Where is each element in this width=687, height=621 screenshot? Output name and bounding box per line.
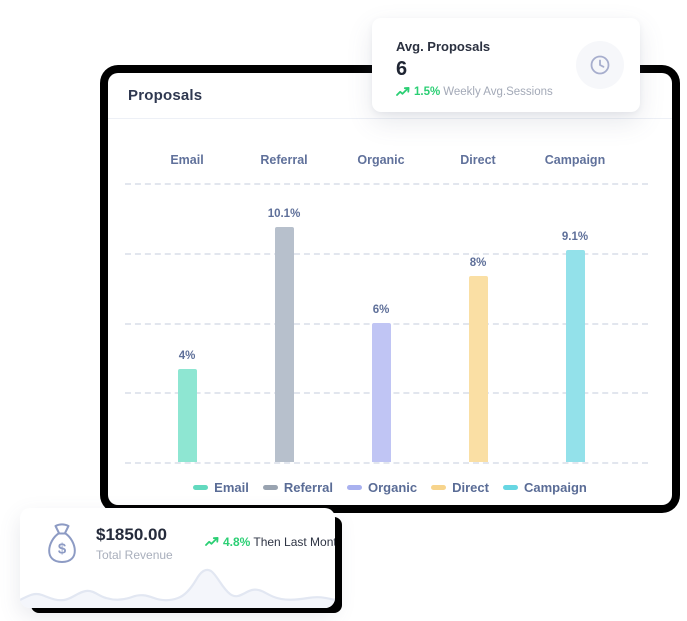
avg-proposals-trend-note: Weekly Avg.Sessions bbox=[443, 86, 553, 98]
legend-marker-email bbox=[193, 485, 209, 490]
bar-campaign[interactable] bbox=[565, 250, 585, 462]
bar-email[interactable] bbox=[177, 369, 197, 462]
bar-organic[interactable] bbox=[371, 322, 391, 462]
trend-up-icon bbox=[396, 87, 411, 97]
legend-item-direct[interactable]: Direct bbox=[431, 480, 489, 495]
category-label-referral: Referral bbox=[260, 153, 308, 167]
category-label-direct: Direct bbox=[460, 153, 496, 167]
bar-value-referral: 10.1% bbox=[267, 208, 301, 221]
total-revenue-card: $ $1850.00 Total Revenue 4.8% Then Last … bbox=[20, 508, 335, 608]
bar-referral[interactable] bbox=[274, 227, 294, 462]
avg-proposals-trend: 1.5% Weekly Avg.Sessions bbox=[396, 86, 553, 98]
revenue-label: Total Revenue bbox=[96, 548, 173, 562]
trend-up-icon bbox=[205, 537, 220, 547]
svg-text:$: $ bbox=[58, 541, 67, 558]
revenue-amount: $1850.00 bbox=[96, 525, 167, 544]
avg-proposals-title: Avg. Proposals bbox=[396, 39, 491, 54]
avg-proposals-card: Avg. Proposals 6 1.5% Weekly Avg.Session… bbox=[372, 18, 640, 112]
legend-label-referral: Referral bbox=[283, 480, 333, 495]
legend-marker-campaign bbox=[502, 485, 518, 490]
category-label-email: Email bbox=[170, 153, 204, 167]
legend-marker-referral bbox=[262, 485, 278, 490]
legend-item-organic[interactable]: Organic bbox=[347, 480, 417, 495]
proposals-chart-card: Proposals Email Referral Organic Direct Camp… bbox=[108, 73, 672, 505]
revenue-trend-note: Then Last Month bbox=[253, 535, 335, 549]
legend-marker-direct bbox=[431, 485, 447, 490]
bar-value-email: 4% bbox=[178, 350, 196, 362]
bar-value-direct: 8% bbox=[469, 257, 487, 269]
revenue-trend-pct: 4.8% bbox=[223, 535, 251, 549]
legend-marker-organic bbox=[347, 485, 362, 490]
gridline bbox=[125, 252, 648, 255]
bar-value-organic: 6% bbox=[372, 303, 390, 316]
proposals-card-title: Proposals bbox=[128, 87, 203, 104]
chart-legend: Email Referral Organic Direct Campaign bbox=[108, 480, 672, 495]
avg-proposals-trend-pct: 1.5% bbox=[414, 86, 441, 98]
chart-category-labels: Email Referral Organic Direct Campaign bbox=[125, 153, 648, 171]
legend-label-email: Email bbox=[214, 480, 249, 495]
legend-item-referral[interactable]: Referral bbox=[262, 480, 333, 495]
gridline bbox=[125, 462, 648, 464]
revenue-trend: 4.8% Then Last Month bbox=[205, 535, 335, 549]
legend-label-campaign: Campaign bbox=[523, 480, 587, 495]
bar-chart-plot-area: 4% 10.1% 6% 8% 9.1% bbox=[125, 183, 648, 464]
proposals-card-header: Proposals bbox=[108, 73, 672, 119]
legend-item-campaign[interactable]: Campaign bbox=[502, 480, 587, 495]
money-bag-icon: $ bbox=[38, 519, 86, 569]
legend-item-email[interactable]: Email bbox=[193, 480, 249, 495]
category-label-campaign: Campaign bbox=[544, 153, 606, 167]
category-label-organic: Organic bbox=[357, 153, 405, 167]
gridline bbox=[125, 183, 648, 185]
avg-proposals-value: 6 bbox=[396, 58, 408, 80]
revenue-sparkline bbox=[20, 568, 335, 608]
clock-icon-badge bbox=[576, 41, 624, 89]
legend-label-organic: Organic bbox=[368, 480, 418, 495]
bar-value-campaign: 9.1% bbox=[561, 231, 589, 244]
clock-icon bbox=[588, 53, 612, 77]
legend-label-direct: Direct bbox=[452, 480, 489, 495]
bar-direct[interactable] bbox=[468, 276, 488, 462]
